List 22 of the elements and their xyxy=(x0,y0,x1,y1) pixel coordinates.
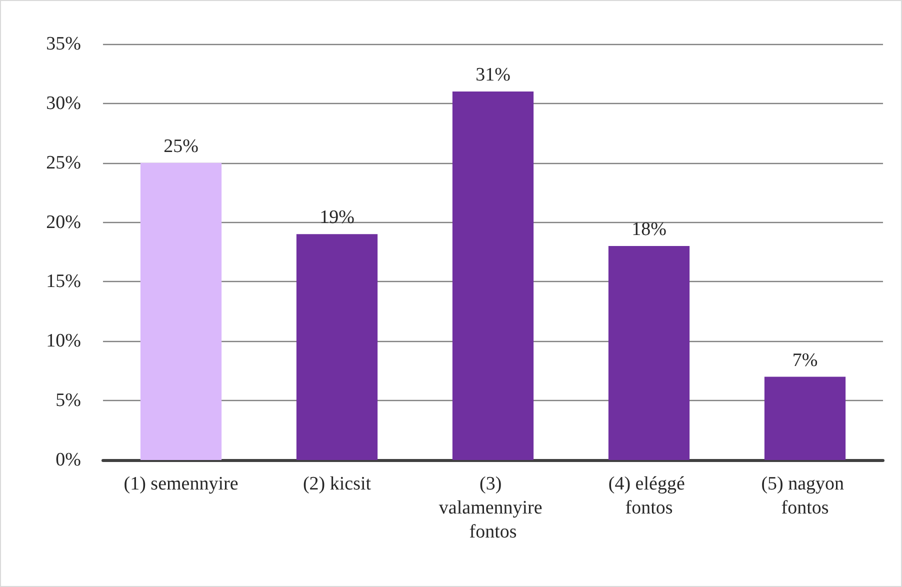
x-tick-label: (1) semennyire xyxy=(124,474,238,494)
data-label: 18% xyxy=(632,219,667,240)
data-label: 31% xyxy=(476,64,511,86)
x-tick-label: (4) eléggé fontos xyxy=(608,474,690,518)
bar xyxy=(452,92,534,460)
y-tick-label: 20% xyxy=(46,212,82,233)
data-label: 7% xyxy=(792,350,818,371)
bar xyxy=(764,376,846,460)
bar xyxy=(140,162,222,460)
data-label: 25% xyxy=(164,136,199,157)
bar xyxy=(608,246,690,460)
x-tick-label: (5) nagyon fontos xyxy=(761,474,849,518)
y-tick-label: 30% xyxy=(46,92,82,114)
bar xyxy=(296,234,378,460)
x-tick-label: (3) valamennyire fontos xyxy=(438,474,548,542)
y-tick-label: 25% xyxy=(46,152,82,174)
y-tick-label: 5% xyxy=(56,390,82,412)
y-tick-label: 0% xyxy=(56,450,82,470)
y-tick-label: 35% xyxy=(46,34,82,54)
x-tick-label: (2) kicsit xyxy=(302,474,372,494)
y-tick-label: 10% xyxy=(46,330,82,352)
y-tick-label: 15% xyxy=(46,271,82,292)
